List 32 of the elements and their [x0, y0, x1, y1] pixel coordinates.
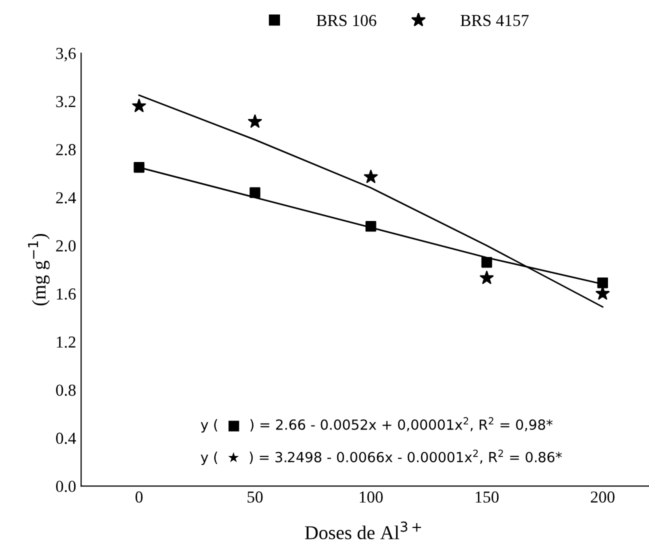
y-tick-label: 1.2	[56, 336, 76, 348]
point	[364, 170, 378, 184]
y-tick-label: 1.6	[56, 288, 76, 300]
y-tick-label: 3,6	[56, 48, 76, 62]
line-series	[138, 94, 604, 308]
x-tick-label: 150	[476, 491, 499, 503]
y-tick-label: 3.2	[56, 96, 76, 108]
point	[366, 220, 376, 232]
x-tick-label: 100	[360, 491, 383, 503]
point	[597, 277, 608, 288]
point	[132, 98, 146, 112]
x-tick-label: 0	[136, 491, 143, 503]
annotation: y ( ■ ) = 2.66 - 0.0052x + 0,00001x$^{2}$, R$^{2}$ = 0,98*	[200, 417, 553, 433]
x-axis-title: Doses de Al$^{3+}$	[305, 522, 421, 540]
point	[134, 162, 144, 173]
point	[250, 187, 260, 198]
point	[596, 286, 610, 300]
x-tick-label: 200	[590, 491, 615, 503]
y-tick-label: 2.0	[56, 240, 76, 252]
y-tick-label: 2.8	[56, 144, 76, 156]
y-tick-label: 2.4	[56, 192, 76, 204]
y-tick-label: 0.8	[56, 384, 76, 396]
point	[248, 114, 262, 128]
y-tick-label: 0.4	[56, 432, 76, 444]
point	[480, 270, 494, 284]
annotation: y ( ★ ) = 3.2498 - 0.0066x - 0.00001x$^{2}$, R$^{2}$ = 0.86*	[200, 450, 562, 466]
legend-label: BRS 4157	[460, 14, 529, 26]
point	[481, 257, 492, 268]
legend-label: BRS 106	[316, 14, 376, 26]
y-tick-label: 0.0	[56, 480, 76, 492]
x-tick-label: 50	[248, 491, 263, 503]
y-axis-title: (mg g$^{−1}$)	[28, 234, 50, 306]
